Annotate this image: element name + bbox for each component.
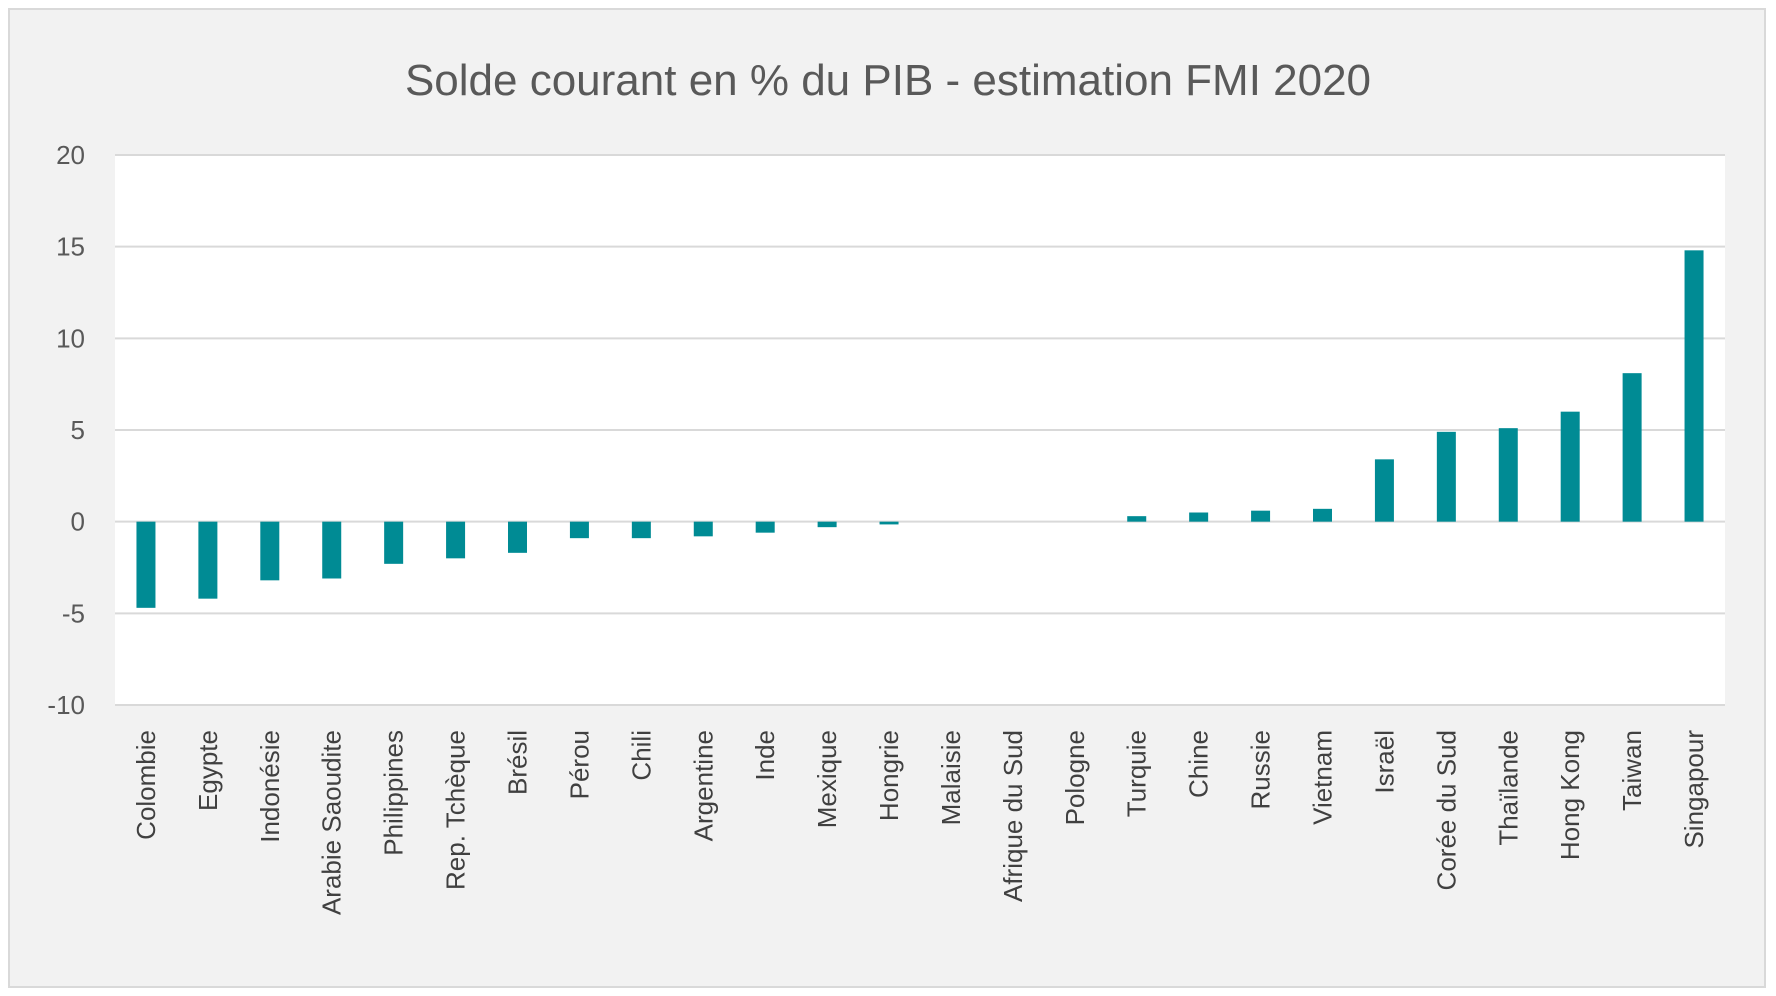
bar <box>384 521 404 564</box>
x-tick-label: Brésil <box>503 730 533 795</box>
x-tick-label: Afrique du Sud <box>998 730 1028 902</box>
bar <box>693 521 713 537</box>
x-tick-label: Philippines <box>379 730 409 856</box>
bar <box>631 521 651 539</box>
bar <box>508 521 527 553</box>
bar <box>1684 250 1704 522</box>
bar <box>322 521 342 579</box>
x-tick-label: Russie <box>1246 730 1276 809</box>
x-tick-label: Colombie <box>131 730 161 840</box>
x-tick-label: Malaisie <box>936 730 966 825</box>
x-tick-label: Mexique <box>812 730 842 828</box>
x-tick-label: Chili <box>626 730 656 781</box>
x-tick-label: Corée du Sud <box>1431 730 1461 890</box>
x-tick-label: Indonésie <box>255 730 285 843</box>
x-tick-label: Vietnam <box>1308 730 1338 825</box>
x-tick-label: Israël <box>1369 730 1399 794</box>
y-tick-label: 10 <box>56 323 85 353</box>
bar <box>569 521 589 539</box>
bar <box>136 521 156 608</box>
x-tick-label: Egypte <box>193 730 223 811</box>
bar <box>755 521 775 533</box>
bar <box>1313 508 1332 522</box>
y-tick-label: 0 <box>71 507 85 537</box>
grid-lines <box>115 154 1725 706</box>
bar <box>1498 428 1518 522</box>
x-tick-label: Rep. Tchèque <box>441 730 471 890</box>
bar <box>198 521 218 599</box>
bar <box>1189 512 1209 522</box>
bar <box>1560 411 1580 522</box>
bar <box>1622 373 1642 522</box>
x-tick-label: Turquie <box>1122 730 1152 817</box>
bar <box>1251 510 1271 522</box>
y-axis-ticks: 20 15 10 5 0 -5 -10 <box>47 140 85 720</box>
x-axis-labels: Colombie Egypte Indonésie Arabie Saoudite Ph… <box>131 730 1709 915</box>
y-tick-label: 20 <box>56 140 85 170</box>
x-tick-label: Chine <box>1184 730 1214 798</box>
x-tick-label: Pérou <box>564 730 594 799</box>
x-tick-label: Inde <box>750 730 780 781</box>
x-tick-label: Singapour <box>1679 730 1709 849</box>
bar <box>1127 516 1147 522</box>
y-tick-label: -5 <box>62 598 85 628</box>
bar <box>446 521 466 559</box>
bar <box>1374 459 1394 522</box>
x-tick-label: Taiwan <box>1617 730 1647 811</box>
y-tick-label: 5 <box>71 415 85 445</box>
bar <box>1436 431 1456 522</box>
bar <box>879 521 899 525</box>
x-tick-label: Hongrie <box>874 730 904 821</box>
bar <box>817 521 837 528</box>
y-tick-label: 15 <box>56 232 85 262</box>
x-tick-label: Arabie Saoudite <box>317 730 347 915</box>
x-tick-label: Thaïlande <box>1493 730 1523 846</box>
chart-title: Solde courant en % du PIB - estimation F… <box>405 56 1371 105</box>
x-tick-label: Hong Kong <box>1555 730 1585 860</box>
x-tick-label: Pologne <box>1060 730 1090 825</box>
bars <box>136 250 1704 608</box>
x-tick-label: Argentine <box>688 730 718 841</box>
bar <box>260 521 280 581</box>
y-tick-label: -10 <box>47 690 85 720</box>
